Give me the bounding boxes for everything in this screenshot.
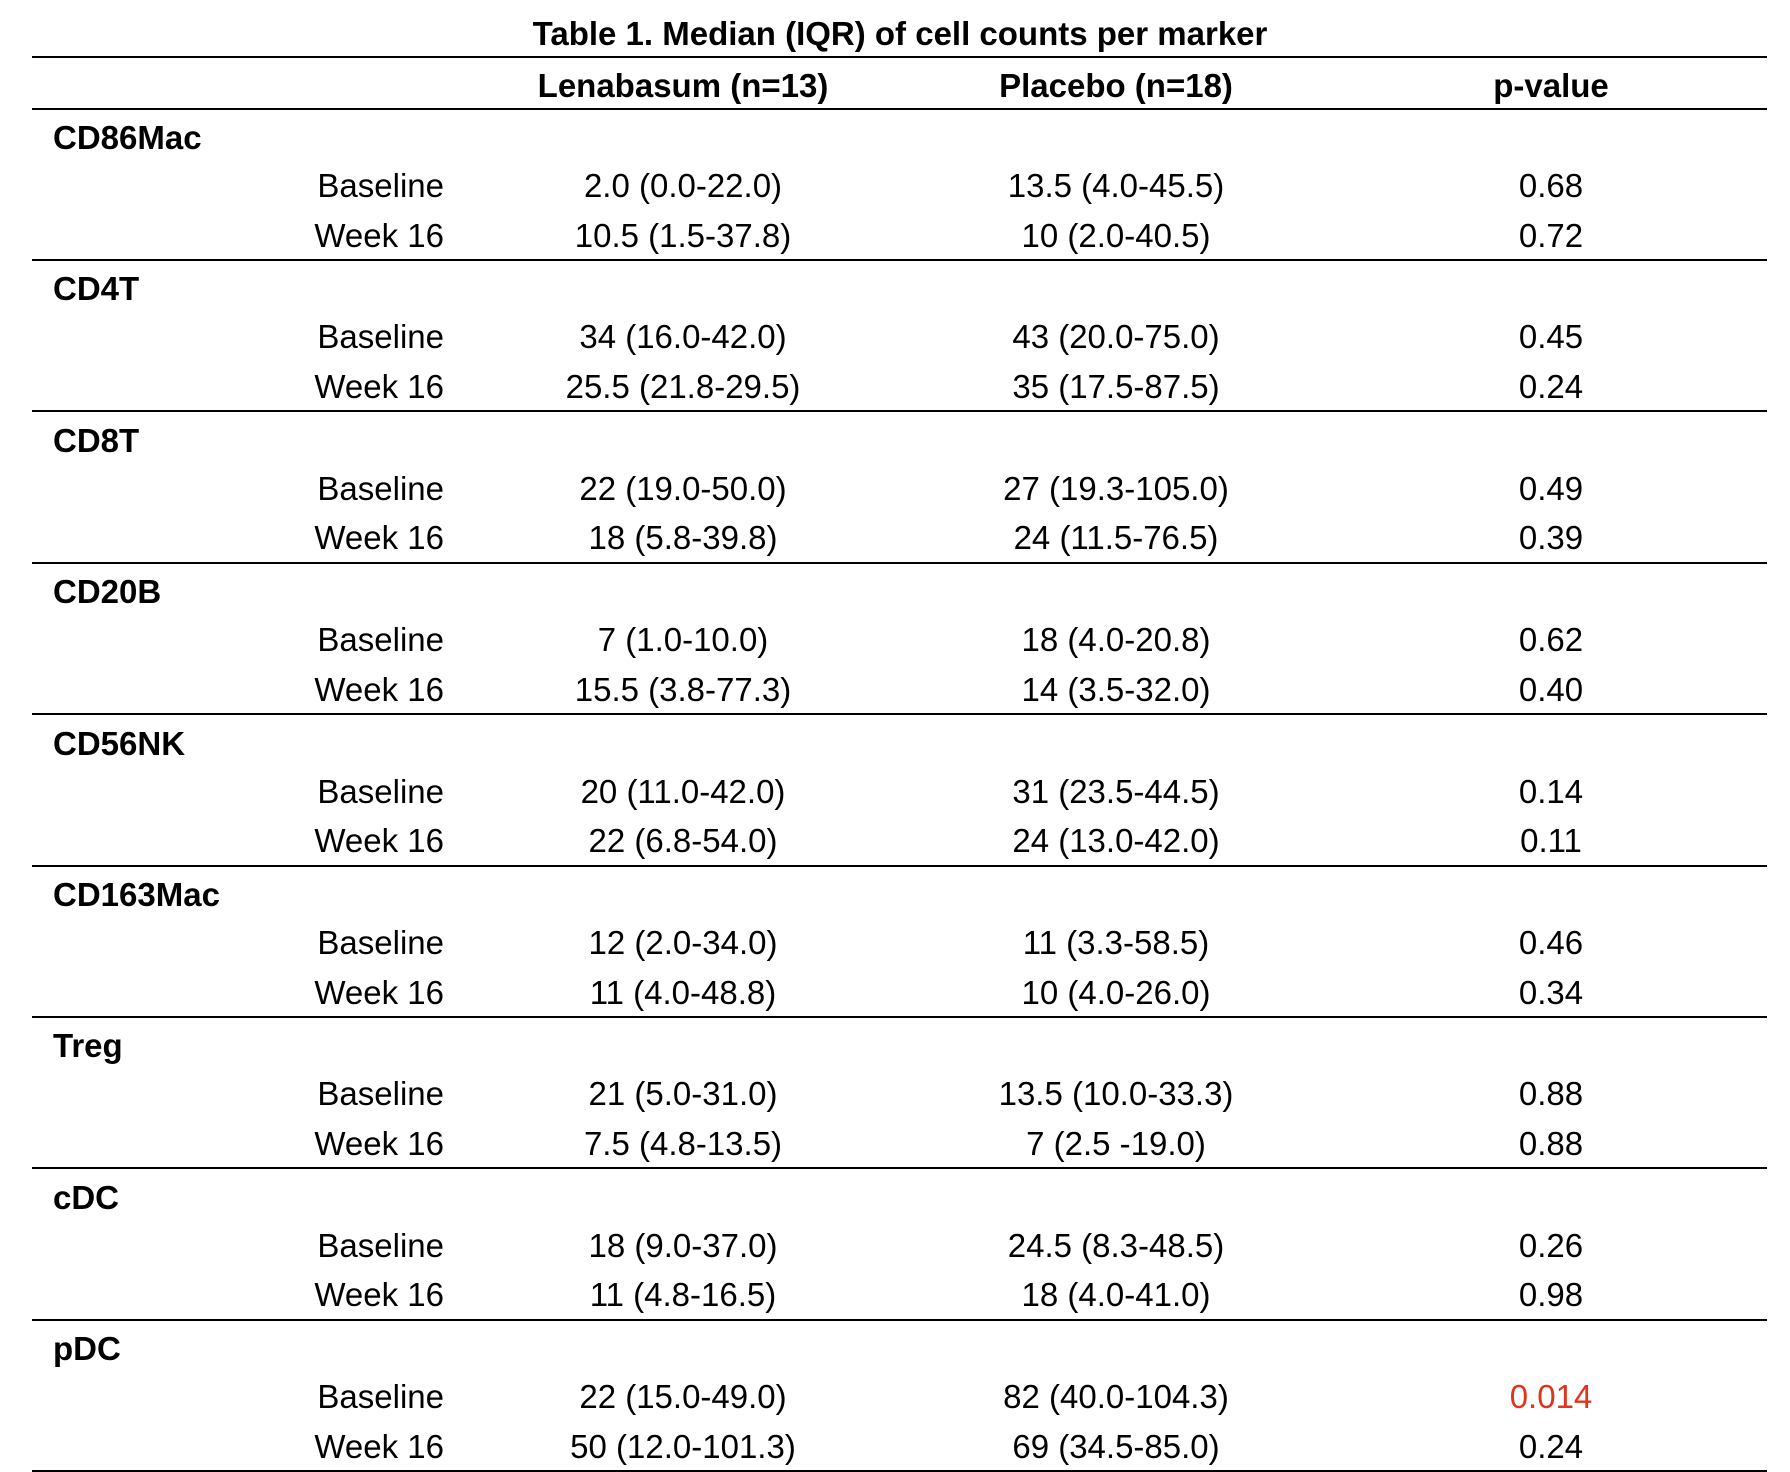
cell: 10 (4.0-26.0) bbox=[1021, 973, 1211, 1011]
cell: 18 (4.0-20.8) bbox=[1021, 621, 1211, 659]
row-label: Baseline bbox=[317, 1075, 444, 1113]
cell: 11 (4.0-48.8) bbox=[589, 973, 777, 1011]
p-value: 0.26 bbox=[1518, 1226, 1584, 1264]
cell: 50 (12.0-101.3) bbox=[570, 1427, 796, 1465]
top-rule bbox=[32, 56, 1767, 58]
cell: 10 (2.0-40.5) bbox=[1021, 216, 1211, 254]
row-label: Baseline bbox=[317, 772, 444, 810]
p-value: 0.24 bbox=[1518, 1427, 1584, 1465]
p-value: 0.40 bbox=[1518, 670, 1584, 708]
p-value: 0.11 bbox=[1520, 822, 1582, 860]
cell: 31 (23.5-44.5) bbox=[1012, 772, 1220, 810]
row-label: Week 16 bbox=[314, 973, 444, 1011]
p-value: 0.62 bbox=[1518, 621, 1584, 659]
cell: 13.5 (4.0-45.5) bbox=[1007, 167, 1225, 204]
cell: 15.5 (3.8-77.3) bbox=[574, 670, 792, 708]
group-label: CD4T bbox=[53, 270, 140, 308]
group-rule bbox=[32, 410, 1767, 413]
cell: 18 (9.0-37.0) bbox=[588, 1226, 778, 1264]
p-value: 0.49 bbox=[1518, 469, 1584, 507]
cell: 7.5 (4.8-13.5) bbox=[583, 1124, 783, 1162]
column-header: Lenabasum (n=13) bbox=[537, 67, 829, 104]
p-value: 0.14 bbox=[1518, 772, 1584, 810]
p-value: 0.88 bbox=[1518, 1075, 1584, 1113]
cell: 14 (3.5-32.0) bbox=[1021, 670, 1211, 708]
cell: 25.5 (21.8-29.5) bbox=[565, 367, 801, 405]
cell: 10.5 (1.5-37.8) bbox=[574, 216, 792, 254]
row-label: Baseline bbox=[317, 1226, 444, 1264]
p-value: 0.45 bbox=[1518, 318, 1584, 356]
cell: 34 (16.0-42.0) bbox=[579, 318, 787, 356]
group-rule bbox=[32, 1470, 1767, 1472]
row-label: Baseline bbox=[317, 469, 444, 507]
p-value: 0.72 bbox=[1518, 216, 1584, 254]
cell: 7 (1.0-10.0) bbox=[597, 621, 769, 659]
cell: 11 (4.8-16.5) bbox=[589, 1276, 777, 1314]
row-label: Week 16 bbox=[314, 670, 444, 708]
group-label: CD86Mac bbox=[53, 119, 202, 156]
group-rule bbox=[32, 713, 1767, 716]
cell: 18 (4.0-41.0) bbox=[1021, 1276, 1211, 1314]
cell: 11 (3.3-58.5) bbox=[1022, 924, 1210, 961]
p-value: 0.88 bbox=[1518, 1124, 1584, 1162]
row-label: Baseline bbox=[317, 621, 444, 659]
cell: 82 (40.0-104.3) bbox=[1003, 1378, 1229, 1416]
cell: 22 (6.8-54.0) bbox=[588, 822, 778, 860]
row-label: Week 16 bbox=[314, 1427, 444, 1465]
cell: 2.0 (0.0-22.0) bbox=[583, 167, 783, 204]
row-label: Baseline bbox=[317, 924, 444, 961]
cell: 24 (11.5-76.5) bbox=[1013, 519, 1219, 557]
cell: 22 (15.0-49.0) bbox=[579, 1378, 787, 1416]
p-value: 0.014 bbox=[1509, 1378, 1593, 1416]
group-label: cDC bbox=[53, 1178, 120, 1216]
p-value: 0.24 bbox=[1518, 367, 1584, 405]
p-value: 0.34 bbox=[1518, 973, 1584, 1011]
row-label: Week 16 bbox=[314, 367, 444, 405]
cell: 24 (13.0-42.0) bbox=[1012, 822, 1220, 860]
row-label: Baseline bbox=[317, 167, 444, 204]
cell: 13.5 (10.0-33.3) bbox=[998, 1075, 1234, 1113]
cell: 22 (19.0-50.0) bbox=[579, 469, 787, 507]
row-label: Week 16 bbox=[314, 1276, 444, 1314]
cell: 20 (11.0-42.0) bbox=[580, 772, 786, 810]
row-label: Baseline bbox=[317, 1378, 444, 1416]
row-label: Week 16 bbox=[314, 216, 444, 254]
column-header: Placebo (n=18) bbox=[999, 67, 1233, 104]
group-label: pDC bbox=[53, 1330, 121, 1368]
row-label: Week 16 bbox=[314, 822, 444, 860]
p-value: 0.46 bbox=[1518, 924, 1584, 961]
p-value: 0.39 bbox=[1518, 519, 1584, 557]
cell: 7 (2.5 -19.0) bbox=[1026, 1124, 1206, 1162]
row-label: Week 16 bbox=[314, 1124, 444, 1162]
cell: 24.5 (8.3-48.5) bbox=[1007, 1226, 1225, 1264]
cell: 27 (19.3-105.0) bbox=[1003, 469, 1229, 507]
group-label: CD8T bbox=[53, 421, 140, 459]
header-rule bbox=[32, 108, 1767, 110]
row-label: Baseline bbox=[317, 318, 444, 356]
cell: 43 (20.0-75.0) bbox=[1012, 318, 1220, 356]
cell: 35 (17.5-87.5) bbox=[1012, 367, 1220, 405]
cell: 21 (5.0-31.0) bbox=[588, 1075, 778, 1113]
group-rule bbox=[32, 1318, 1767, 1321]
cell: 69 (34.5-85.0) bbox=[1012, 1427, 1220, 1465]
group-rule bbox=[32, 1167, 1767, 1170]
p-value: 0.98 bbox=[1518, 1276, 1584, 1314]
group-label: CD56NK bbox=[53, 724, 186, 762]
group-rule bbox=[32, 259, 1767, 261]
cell: 18 (5.8-39.8) bbox=[588, 519, 778, 557]
column-header: p-value bbox=[1493, 67, 1609, 104]
cell: 12 (2.0-34.0) bbox=[588, 924, 778, 961]
table-title: Table 1. Median (IQR) of cell counts per… bbox=[532, 15, 1268, 52]
group-rule bbox=[32, 1016, 1767, 1018]
group-rule bbox=[32, 561, 1767, 564]
p-value: 0.68 bbox=[1518, 167, 1584, 204]
group-label: Treg bbox=[53, 1027, 123, 1065]
group-label: CD163Mac bbox=[53, 876, 220, 913]
group-label: CD20B bbox=[53, 573, 162, 611]
row-label: Week 16 bbox=[314, 519, 444, 557]
group-rule bbox=[32, 864, 1767, 867]
